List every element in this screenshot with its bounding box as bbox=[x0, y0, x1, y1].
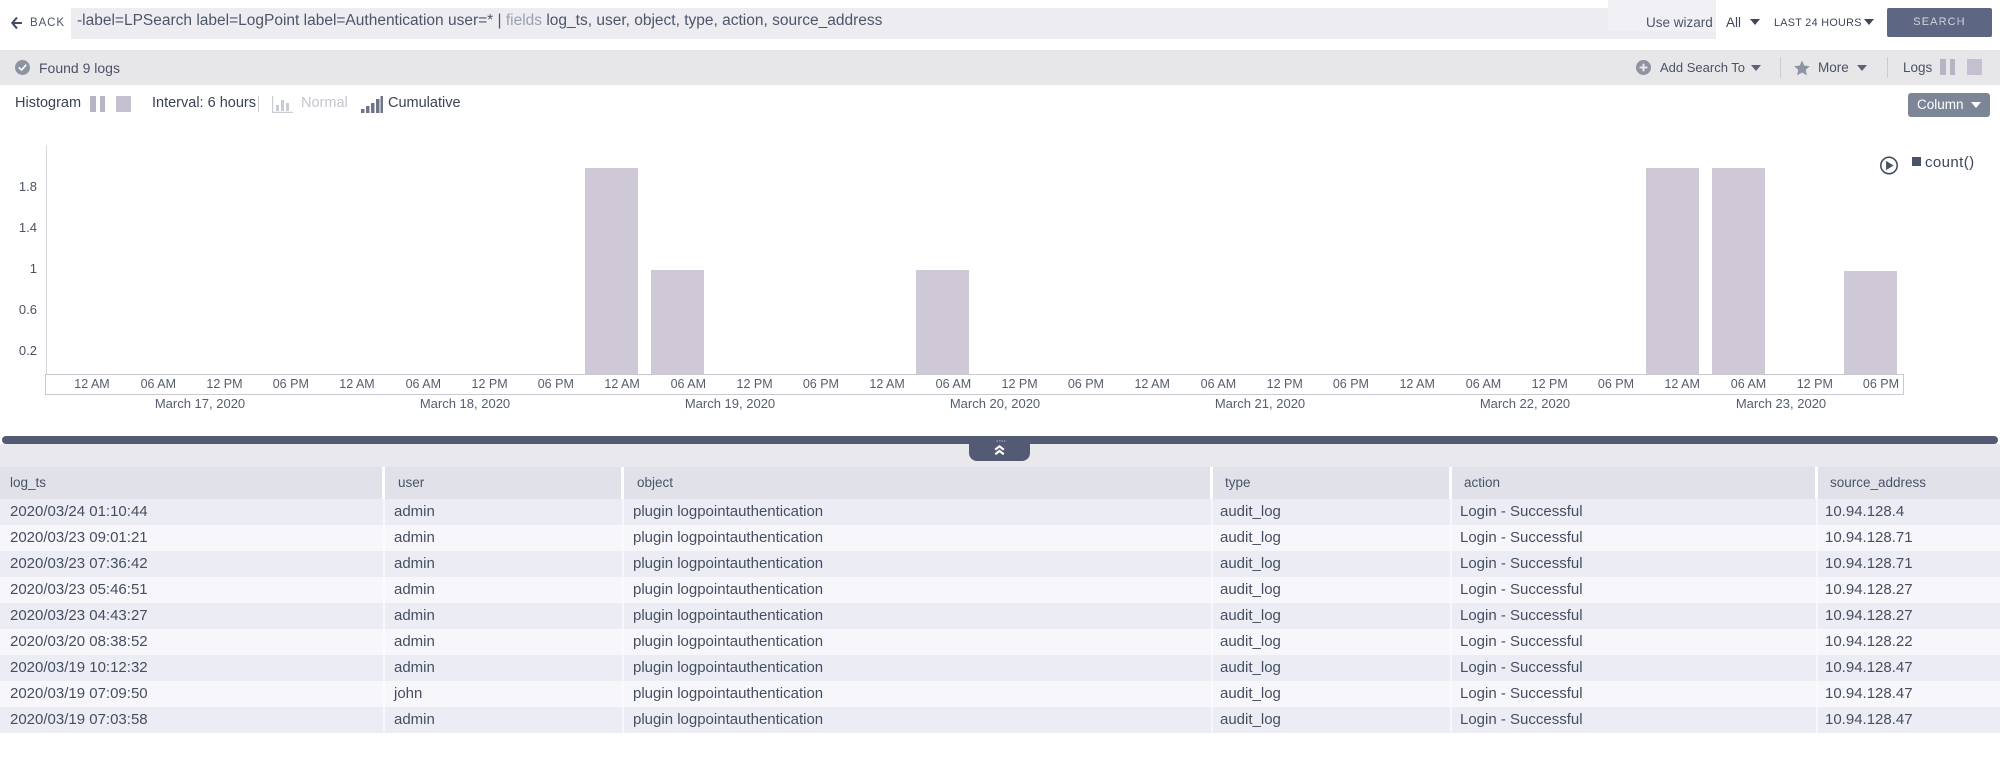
svg-text:count(): count() bbox=[1925, 155, 1975, 171]
